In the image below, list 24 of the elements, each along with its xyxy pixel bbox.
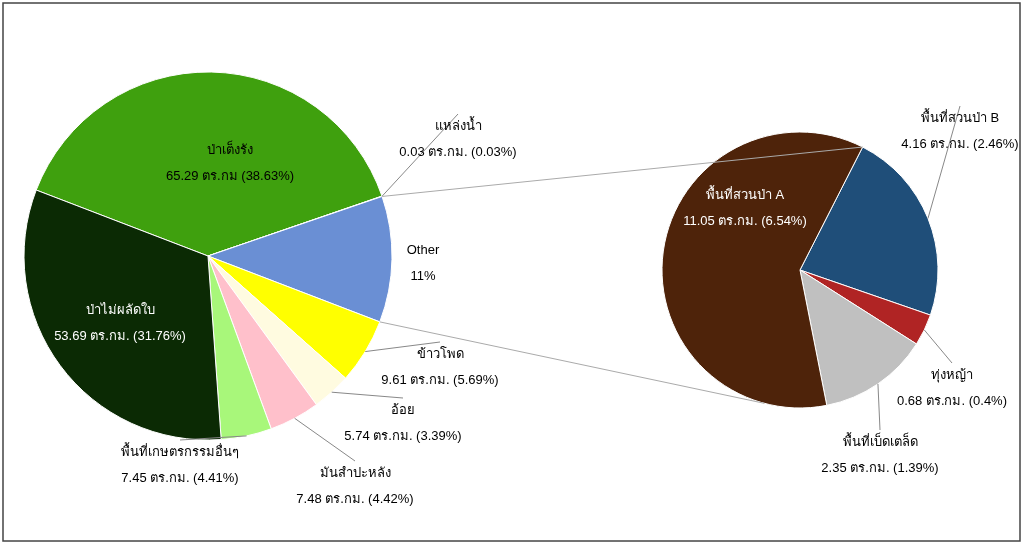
slice-label: พื้นที่เบ็ดเตล็ด xyxy=(842,432,918,449)
slice-label: พื้นที่เกษตรกรรมอื่นๆ xyxy=(121,442,239,459)
slice-label: พื้นที่สวนป่า A xyxy=(705,185,785,202)
data-label: 9.61 ตร.กม. (5.69%) xyxy=(381,372,499,387)
data-label: 0.68 ตร.กม. (0.4%) xyxy=(896,393,1008,408)
data-label: 11% xyxy=(410,268,436,283)
data-label: 7.48 ตร.กม. (4.42%) xyxy=(296,491,414,506)
data-label: 65.29 ตร.กม (38.63%) xyxy=(165,168,295,183)
data-label: 0.03 ตร.กม. (0.03%) xyxy=(399,144,517,159)
data-label: 53.69 ตร.กม. (31.76%) xyxy=(54,328,186,343)
slice-label: มันสำปะหลัง xyxy=(319,465,391,480)
data-label: 11.05 ตร.กม. (6.54%) xyxy=(683,213,807,228)
slice-label: Other xyxy=(406,242,440,257)
data-label: 7.45 ตร.กม. (4.41%) xyxy=(121,470,239,485)
slice-label: แหล่งน้ำ xyxy=(434,116,482,133)
data-label: 5.74 ตร.กม. (3.39%) xyxy=(344,428,462,443)
slice-label: ป่าเต็งรัง xyxy=(207,140,253,157)
slice-label: ข้าวโพด xyxy=(416,346,464,361)
slice-label: อ้อย xyxy=(391,402,415,417)
data-label: 2.35 ตร.กม. (1.39%) xyxy=(821,460,939,475)
slice-label: ป่าไม่ผลัดใบ xyxy=(85,302,155,317)
data-label: 4.16 ตร.กม. (2.46%) xyxy=(901,136,1019,151)
slice-label: ทุ่งหญ้า xyxy=(931,367,973,383)
slice-label: พื้นที่สวนป่า B xyxy=(920,108,1000,125)
